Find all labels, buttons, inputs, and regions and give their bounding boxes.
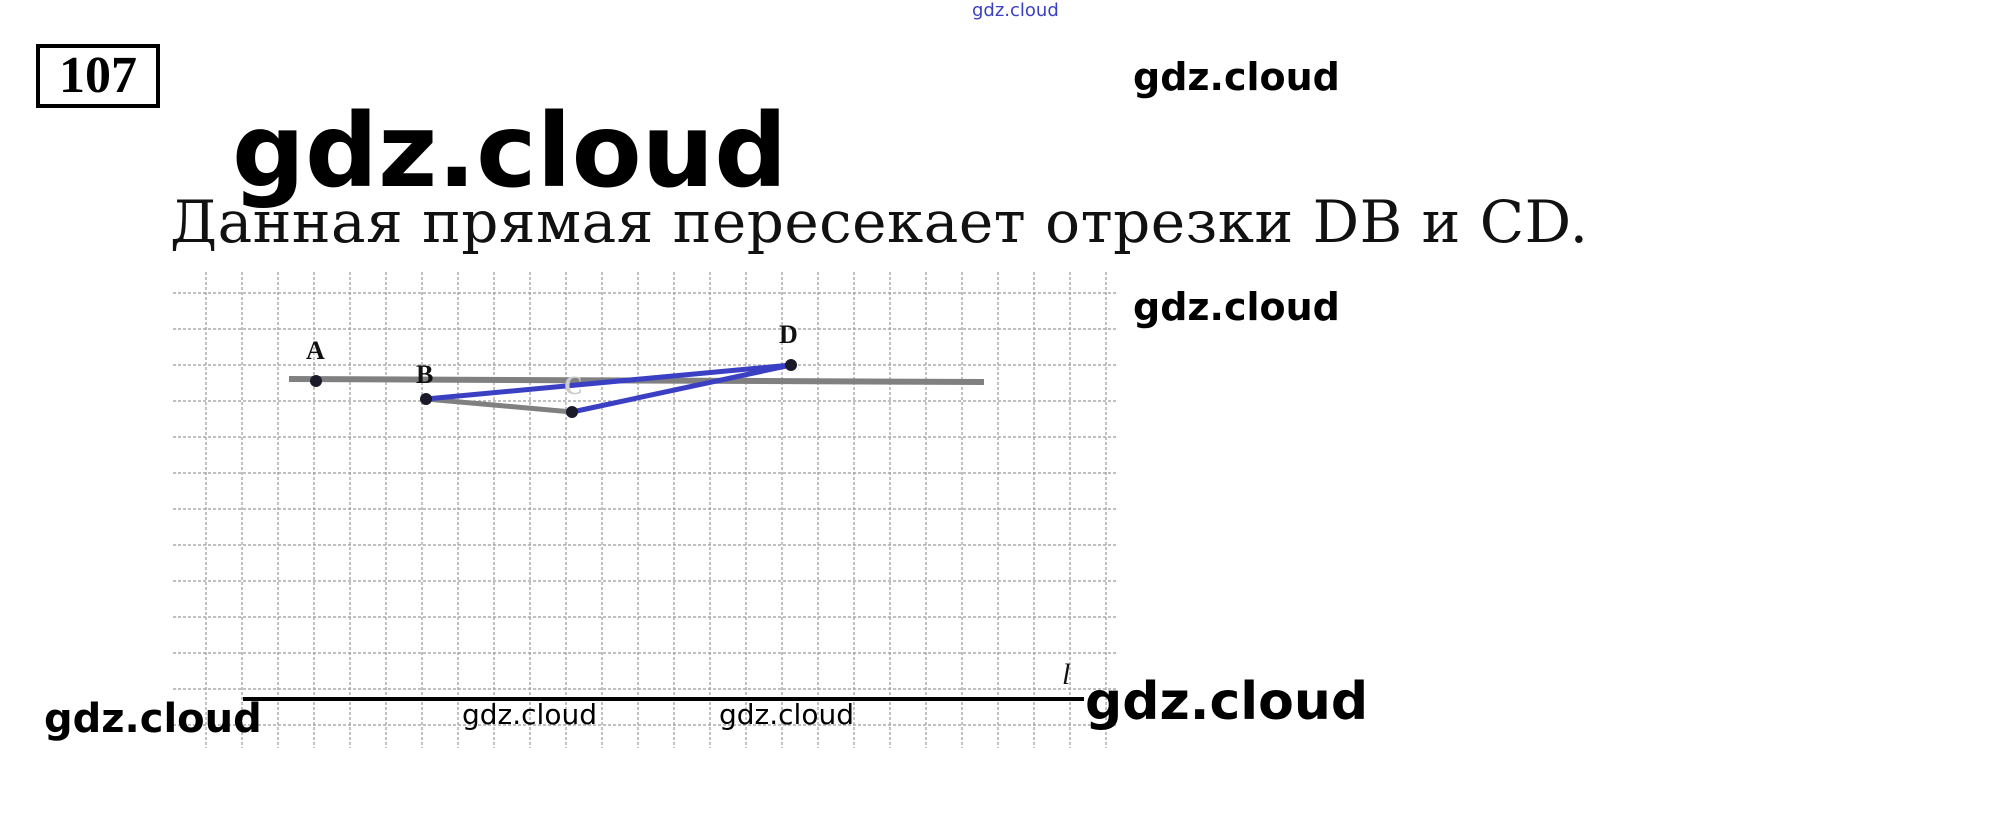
point-a (310, 375, 322, 387)
answer-text: Данная прямая пересекает отрезки DB и CD… (170, 188, 1589, 256)
watermark-bottom-left: gdz.cloud (44, 696, 262, 742)
segment-cd (571, 362, 792, 415)
watermark-bottom-mid-2: gdz.cloud (719, 698, 854, 731)
watermark-top: gdz.cloud (972, 0, 1059, 21)
watermark-right-1: gdz.cloud (1133, 55, 1340, 99)
point-label-d: D (779, 320, 798, 349)
watermark-right-2: gdz.cloud (1133, 285, 1340, 329)
watermark-bottom-mid-1: gdz.cloud (462, 698, 597, 731)
problem-number: 107 (36, 44, 160, 108)
point-b (420, 393, 432, 405)
point-d (785, 359, 797, 371)
segment-bd (425, 362, 792, 402)
point-label-c: C (564, 371, 583, 400)
line-l-label: l (1062, 658, 1070, 691)
point-label-b: B (416, 360, 433, 389)
point-c (566, 406, 578, 418)
watermark-right-3: gdz.cloud (1085, 672, 1369, 732)
segment-bc (425, 396, 573, 415)
watermark-large: gdz.cloud (232, 92, 788, 211)
point-label-a: A (306, 336, 325, 365)
